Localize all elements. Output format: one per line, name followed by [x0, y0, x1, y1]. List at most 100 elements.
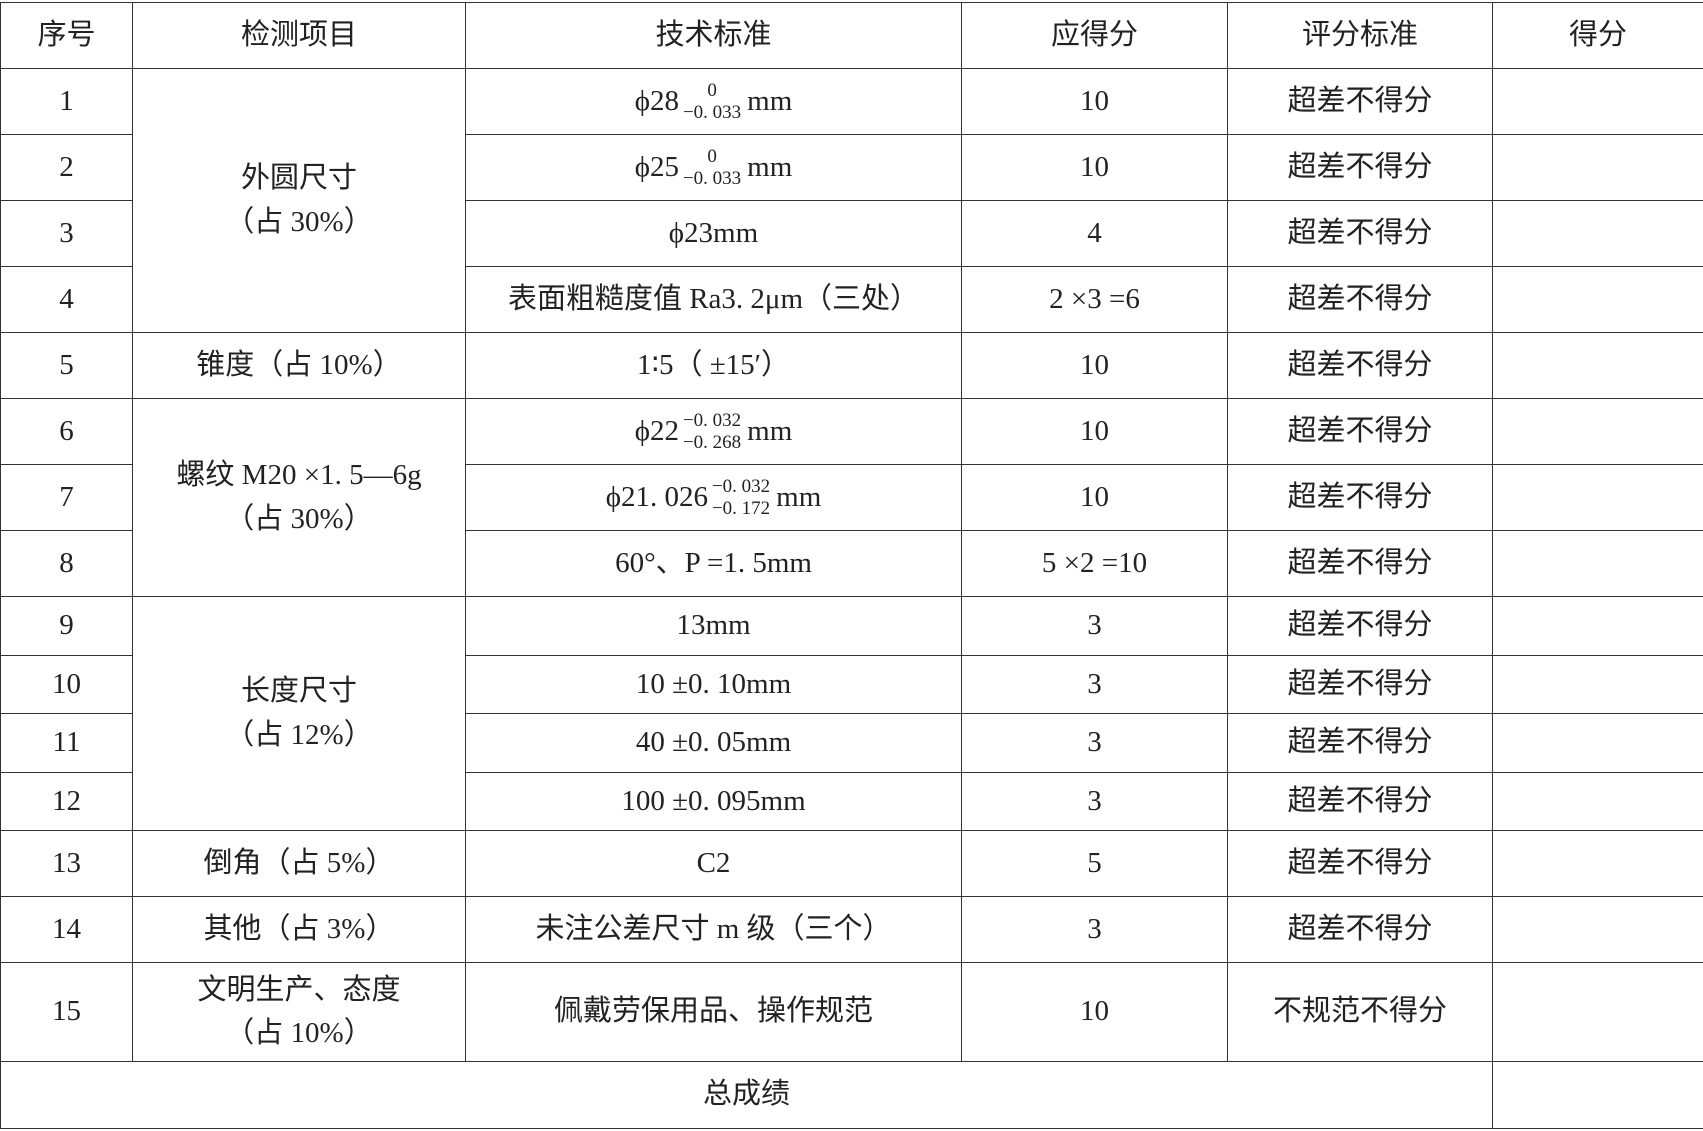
unit: mm [747, 84, 793, 117]
row-number: 6 [0, 398, 133, 465]
total-row: 总成绩 [0, 1061, 1703, 1129]
table-row: 11 40 ±0. 05mm 3 超差不得分 [0, 713, 1703, 773]
score-cell[interactable] [1492, 266, 1703, 333]
points: 3 [961, 596, 1228, 656]
scoring-criteria: 不规范不得分 [1227, 962, 1493, 1062]
row-number: 9 [0, 596, 133, 656]
scoring-criteria: 超差不得分 [1227, 398, 1493, 465]
score-cell[interactable] [1492, 713, 1703, 773]
points: 5 [961, 830, 1228, 897]
total-score[interactable] [1492, 1061, 1703, 1129]
inspection-item: 长度尺寸 （占 12%） [132, 596, 466, 831]
table-row: 8 60°、P =1. 5mm 5 ×2 =10 超差不得分 [0, 530, 1703, 597]
item-title: 文明生产、态度 [197, 973, 401, 1006]
unit: mm [747, 414, 793, 447]
score-cell[interactable] [1492, 771, 1703, 831]
row-number: 4 [0, 266, 133, 333]
points: 10 [961, 464, 1228, 531]
points: 10 [961, 962, 1228, 1062]
table-row: 13 倒角（占 5%） C2 5 超差不得分 [0, 830, 1703, 897]
table-row: 9 长度尺寸 （占 12%） 13mm 3 超差不得分 [0, 596, 1703, 831]
table-row: 4 表面粗糙度值 Ra3. 2μm（三处） 2 ×3 =6 超差不得分 [0, 266, 1703, 333]
scoring-criteria: 超差不得分 [1227, 596, 1493, 656]
technical-standard: ϕ23mm [465, 200, 962, 267]
item-title: 长度尺寸 [240, 675, 357, 707]
score-cell[interactable] [1492, 398, 1703, 465]
points: 3 [961, 654, 1228, 714]
tolerance-dimension: ϕ25 0 −0. 033 mm [635, 146, 793, 190]
score-cell[interactable] [1492, 896, 1703, 963]
technical-standard: 13mm [465, 596, 962, 656]
tolerance-stack: −0. 032 −0. 172 [712, 476, 770, 520]
upper-deviation: −0. 032 [711, 475, 771, 497]
header-points: 应得分 [961, 2, 1228, 69]
scoring-criteria: 超差不得分 [1227, 830, 1493, 897]
item-weight: （占 10%） [225, 1017, 373, 1049]
tolerance-stack: 0 −0. 033 [683, 80, 741, 124]
score-cell[interactable] [1492, 68, 1703, 135]
table-row: 15 文明生产、态度 （占 10%） 佩戴劳保用品、操作规范 10 不规范不得分 [0, 962, 1703, 1062]
header-row: 序号 检测项目 技术标准 应得分 评分标准 得分 [0, 2, 1703, 69]
lower-deviation: −0. 033 [682, 167, 742, 189]
lower-deviation: −0. 172 [711, 497, 771, 519]
points: 10 [961, 398, 1228, 465]
item-title: 倒角（占 5%） [203, 846, 395, 879]
score-cell[interactable] [1492, 332, 1703, 399]
header-no: 序号 [0, 2, 133, 69]
points: 5 ×2 =10 [961, 530, 1228, 597]
score-cell[interactable] [1492, 962, 1703, 1062]
upper-deviation: 0 [707, 79, 717, 101]
score-cell[interactable] [1492, 596, 1703, 656]
scoring-criteria: 超差不得分 [1227, 771, 1493, 831]
inspection-item: 外圆尺寸 （占 30%） [132, 68, 466, 333]
table-row: 3 ϕ23mm 4 超差不得分 [0, 200, 1703, 267]
upper-deviation: −0. 032 [682, 409, 742, 431]
nominal-size: ϕ22 [634, 414, 679, 447]
header-tech: 技术标准 [465, 2, 962, 69]
row-number: 13 [0, 830, 133, 897]
scoring-criteria: 超差不得分 [1227, 464, 1493, 531]
item-title: 外圆尺寸 [240, 162, 357, 194]
scoring-criteria: 超差不得分 [1227, 200, 1493, 267]
score-cell[interactable] [1492, 654, 1703, 714]
row-number: 7 [0, 464, 133, 531]
table-row: 1 外圆尺寸 （占 30%） ϕ28 0 −0. 033 mm 10 超差不得分 [0, 68, 1703, 333]
table-row: 6 螺纹 M20 ×1. 5—6g （占 30%） ϕ22 −0. 032 −0. 268… [0, 398, 1703, 597]
technical-standard: 1∶5（ ±15′） [465, 332, 962, 399]
header-item: 检测项目 [132, 2, 466, 69]
score-cell[interactable] [1492, 134, 1703, 201]
table-row: 5 锥度（占 10%） 1∶5（ ±15′） 10 超差不得分 [0, 332, 1703, 399]
item-title: 其他（占 3%） [203, 912, 395, 945]
points: 10 [961, 134, 1228, 201]
row-number: 3 [0, 200, 133, 267]
row-number: 15 [0, 962, 133, 1062]
technical-standard: 佩戴劳保用品、操作规范 [465, 962, 962, 1062]
technical-standard: ϕ25 0 −0. 033 mm [465, 134, 962, 201]
table-row: 2 ϕ25 0 −0. 033 mm 10 超差不得分 [0, 134, 1703, 201]
points: 3 [961, 713, 1228, 773]
header-score: 得分 [1492, 2, 1703, 69]
technical-standard: ϕ28 0 −0. 033 mm [465, 68, 962, 135]
scoring-criteria: 超差不得分 [1227, 896, 1493, 963]
scoring-criteria: 超差不得分 [1227, 68, 1493, 135]
item-title: 螺纹 M20 ×1. 5—6g [176, 459, 422, 491]
table-row: 10 10 ±0. 10mm 3 超差不得分 [0, 654, 1703, 714]
table-row: 12 100 ±0. 095mm 3 超差不得分 [0, 771, 1703, 831]
row-number: 11 [0, 713, 133, 773]
score-cell[interactable] [1492, 530, 1703, 597]
inspection-item: 锥度（占 10%） [132, 332, 466, 399]
item-weight: （占 30%） [225, 205, 373, 238]
tolerance-stack: −0. 032 −0. 268 [683, 410, 741, 454]
inspection-item: 文明生产、态度 （占 10%） [132, 962, 466, 1062]
row-number: 2 [0, 134, 133, 201]
technical-standard: 10 ±0. 10mm [465, 654, 962, 714]
score-cell[interactable] [1492, 830, 1703, 897]
score-cell[interactable] [1492, 464, 1703, 531]
score-cell[interactable] [1492, 200, 1703, 267]
row-number: 14 [0, 896, 133, 963]
tolerance-dimension: ϕ22 −0. 032 −0. 268 mm [635, 410, 793, 454]
points: 4 [961, 200, 1228, 267]
points: 10 [961, 332, 1228, 399]
scoring-criteria: 超差不得分 [1227, 530, 1493, 597]
inspection-item: 其他（占 3%） [132, 896, 466, 963]
